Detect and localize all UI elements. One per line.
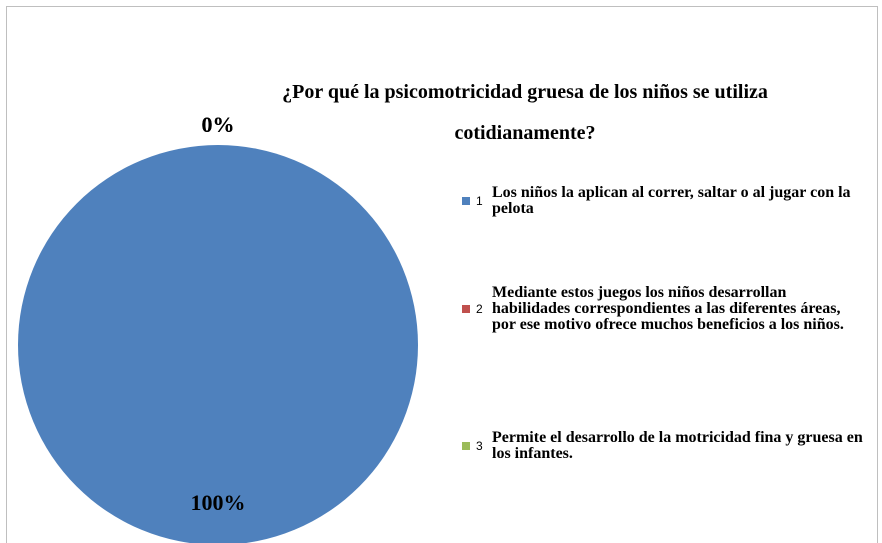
legend-swatch: [462, 197, 470, 205]
legend-item: 2 Mediante estos juegos los niños desarro…: [462, 285, 867, 333]
legend-label: Mediante estos juegos los niños desarrol…: [492, 284, 844, 333]
data-label: 100%: [191, 490, 246, 515]
legend-label: Los niños la aplican al correr, saltar o…: [492, 184, 851, 217]
legend-number: 2: [476, 302, 483, 316]
legend-number: 1: [476, 194, 483, 208]
data-label: 0%: [202, 112, 235, 137]
legend-number: 3: [476, 439, 483, 453]
legend-label: Permite el desarrollo de la motricidad f…: [492, 429, 863, 462]
legend-swatch: [462, 305, 470, 313]
legend-swatch: [462, 442, 470, 450]
chart-title: ¿Por qué la psicomotricidad gruesa de lo…: [282, 81, 768, 144]
data-label: 0%: [202, 112, 235, 137]
legend-item: 3 Permite el desarrollo de la motricidad …: [462, 430, 867, 462]
pie-slice: [18, 145, 418, 543]
legend-item: 1 Los niños la aplican al correr, saltar …: [462, 185, 867, 217]
chart-frame: [6, 6, 878, 543]
